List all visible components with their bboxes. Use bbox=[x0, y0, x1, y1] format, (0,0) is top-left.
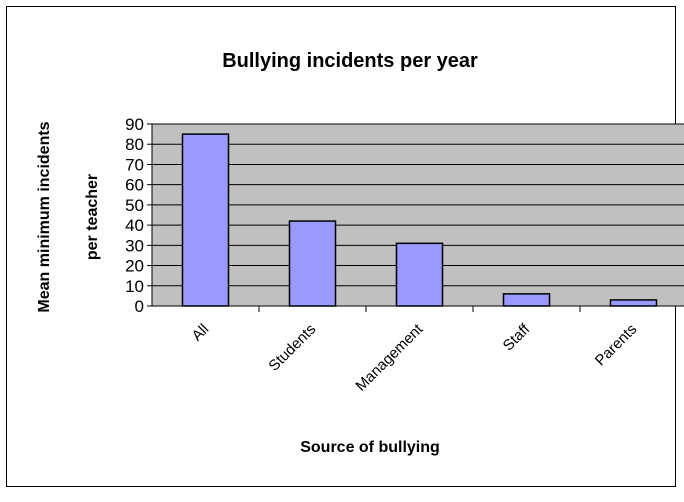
bar-students bbox=[288, 220, 337, 307]
y-tick-label: 20 bbox=[125, 257, 144, 276]
bar-chart: Bullying incidents per year Mean minimum… bbox=[36, 50, 684, 456]
y-tick-label: 80 bbox=[125, 135, 144, 154]
y-axis-title-line-1: Mean minimum incidents bbox=[36, 121, 53, 312]
x-category-label: Parents bbox=[592, 321, 641, 370]
bar-parents bbox=[609, 299, 658, 307]
chart-title: Bullying incidents per year bbox=[222, 50, 478, 72]
x-category-label: Management bbox=[352, 320, 427, 395]
x-category-label: Students bbox=[265, 321, 319, 375]
y-axis-title: Mean minimum incidents per teacher bbox=[36, 121, 101, 312]
bar-staff bbox=[502, 293, 551, 307]
y-tick-label: 0 bbox=[135, 297, 144, 316]
y-tick-label: 30 bbox=[125, 236, 144, 255]
y-tick-label: 10 bbox=[125, 277, 144, 296]
x-category-label: Staff bbox=[500, 320, 534, 354]
chart-frame: Bullying incidents per year Mean minimum… bbox=[6, 6, 684, 487]
y-tick-label: 50 bbox=[125, 196, 144, 215]
y-axis-title-line-2: per teacher bbox=[84, 174, 101, 260]
x-axis-categories: All Students Management Staff Parents bbox=[189, 306, 641, 395]
x-axis-title: Source of bullying bbox=[300, 439, 440, 456]
y-tick-label: 90 bbox=[125, 115, 144, 134]
x-category-label: All bbox=[189, 321, 213, 345]
bar-all bbox=[181, 133, 230, 307]
y-tick-label: 40 bbox=[125, 216, 144, 235]
bars bbox=[181, 133, 658, 307]
y-tick-label: 70 bbox=[125, 155, 144, 174]
bar-management bbox=[395, 242, 444, 307]
y-tick-label: 60 bbox=[125, 176, 144, 195]
